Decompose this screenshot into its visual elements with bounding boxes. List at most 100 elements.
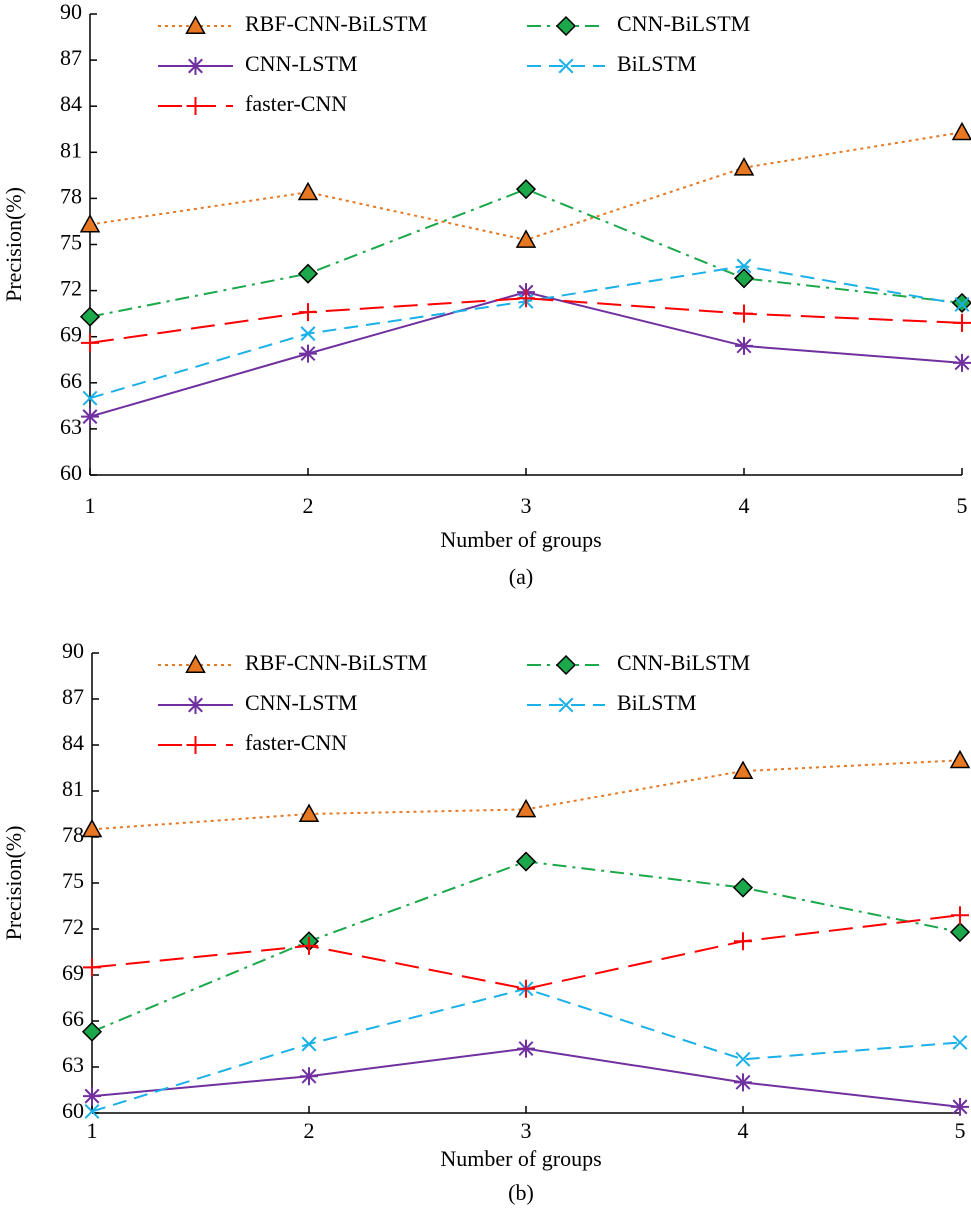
x-tick-label: 3	[521, 1118, 532, 1143]
marker-shape	[733, 157, 755, 176]
marker	[79, 213, 101, 233]
marker-shape	[301, 1036, 317, 1052]
legend-label: BiLSTM	[617, 690, 696, 715]
y-axis-label: Precision(%)	[1, 826, 26, 941]
marker-shape	[732, 760, 754, 780]
y-tick-label: 75	[62, 868, 84, 893]
marker-shape	[299, 344, 317, 363]
marker-shape	[297, 181, 319, 201]
marker-shape	[952, 1035, 968, 1050]
marker-shape	[555, 654, 577, 676]
series-line	[89, 291, 963, 418]
marker-shape	[949, 749, 971, 769]
marker-shape	[186, 57, 205, 75]
marker	[300, 1067, 318, 1086]
y-tick-label: 87	[60, 45, 82, 70]
marker-shape	[186, 736, 205, 754]
x-tick-label: 1	[85, 493, 96, 518]
y-tick-label: 81	[62, 776, 84, 801]
marker	[515, 229, 537, 248]
marker	[81, 333, 99, 352]
marker	[515, 179, 537, 200]
series-line	[91, 860, 961, 1033]
y-tick-label: 69	[60, 322, 82, 347]
y-tick-label: 84	[62, 730, 84, 755]
marker	[300, 326, 316, 342]
marker	[951, 121, 971, 141]
marker-shape	[953, 313, 971, 332]
legend-marker	[558, 697, 574, 713]
marker-shape	[81, 407, 99, 426]
legend-marker	[555, 15, 577, 37]
marker	[733, 157, 755, 176]
marker	[517, 979, 535, 998]
marker-shape	[79, 306, 101, 327]
marker	[517, 289, 535, 308]
marker-shape	[81, 818, 103, 838]
marker-shape	[517, 979, 535, 998]
marker-shape	[734, 932, 752, 951]
marker-shape	[299, 303, 317, 322]
legend-label: BiLSTM	[617, 51, 696, 76]
marker	[83, 958, 101, 977]
x-tick-label: 2	[303, 493, 314, 518]
marker	[297, 181, 319, 201]
marker	[297, 263, 319, 284]
marker	[517, 1039, 535, 1058]
x-tick-label: 5	[955, 1118, 966, 1143]
legend-marker	[185, 654, 206, 673]
marker-shape	[515, 229, 537, 248]
marker-shape	[81, 1021, 103, 1042]
marker	[732, 877, 754, 898]
series-line	[89, 297, 963, 344]
marker-shape	[949, 922, 971, 943]
marker	[952, 1035, 968, 1050]
marker-shape	[558, 58, 574, 74]
marker-shape	[81, 333, 99, 352]
legend-marker	[555, 654, 577, 676]
x-tick-label: 1	[87, 1118, 98, 1143]
marker-shape	[517, 1039, 535, 1058]
marker	[83, 1087, 101, 1106]
x-tick-label: 3	[521, 493, 532, 518]
y-tick-label: 90	[60, 0, 82, 24]
x-tick-label: 4	[739, 493, 750, 518]
legend-marker	[185, 15, 206, 34]
marker	[515, 798, 537, 818]
legend-label: CNN-BiLSTM	[617, 650, 750, 675]
marker-shape	[736, 258, 752, 274]
y-tick-label: 78	[60, 183, 82, 208]
marker	[954, 296, 970, 312]
legend-label: faster-CNN	[245, 91, 347, 116]
marker	[953, 353, 971, 372]
marker	[81, 407, 99, 426]
marker	[734, 932, 752, 951]
marker	[733, 268, 755, 289]
marker	[949, 749, 971, 769]
marker	[735, 1051, 751, 1067]
marker-shape	[735, 336, 753, 355]
marker-shape	[954, 296, 970, 312]
series-line	[91, 759, 961, 831]
legend-label: CNN-LSTM	[245, 690, 357, 715]
marker-shape	[185, 15, 206, 34]
y-tick-label: 66	[60, 368, 82, 393]
marker-shape	[83, 1087, 101, 1106]
marker-shape	[515, 179, 537, 200]
marker	[732, 760, 754, 780]
marker-shape	[300, 936, 318, 955]
marker-shape	[735, 1051, 751, 1067]
marker-shape	[951, 292, 971, 313]
marker-shape	[186, 696, 205, 714]
y-tick-label: 81	[60, 137, 82, 162]
y-tick-label: 63	[60, 414, 82, 439]
legend-label: CNN-LSTM	[245, 51, 357, 76]
y-tick-label: 75	[60, 230, 82, 255]
marker-shape	[515, 851, 537, 872]
marker-shape	[951, 1097, 969, 1116]
y-tick-label: 66	[62, 1006, 84, 1031]
y-tick-label: 60	[62, 1098, 84, 1123]
marker	[735, 304, 753, 323]
y-tick-label: 78	[62, 822, 84, 847]
marker	[79, 306, 101, 327]
